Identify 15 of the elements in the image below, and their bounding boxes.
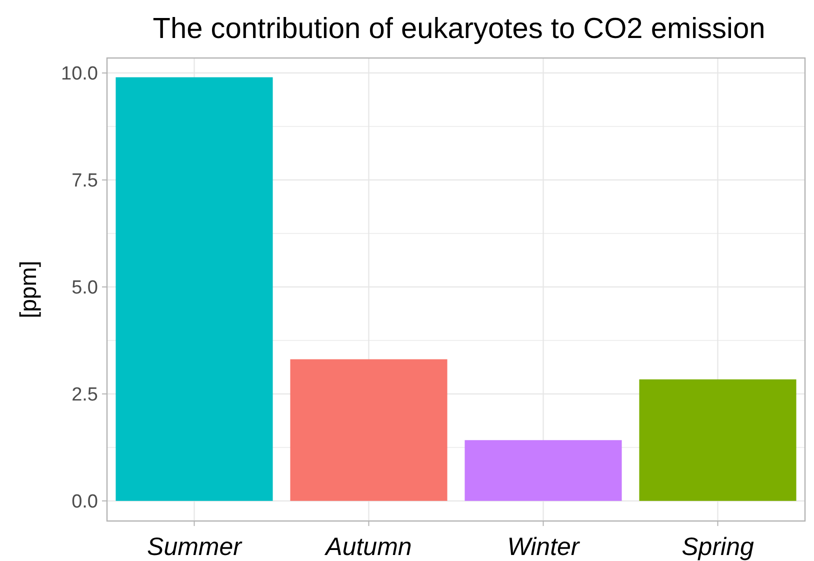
chart-title: The contribution of eukaryotes to CO2 emission bbox=[152, 13, 766, 45]
bar bbox=[290, 359, 448, 501]
y-axis-title: [ppm] bbox=[15, 260, 41, 318]
y-tick-label: 7.5 bbox=[72, 170, 98, 192]
x-tick-label: Winter bbox=[507, 533, 581, 561]
bar bbox=[116, 77, 273, 501]
y-tick-label: 10.0 bbox=[61, 64, 98, 85]
x-tick-label: Autumn bbox=[324, 533, 412, 561]
y-tick-label: 0.0 bbox=[72, 492, 98, 513]
x-tick-label: Summer bbox=[147, 533, 244, 561]
bar bbox=[639, 379, 796, 501]
y-tick-label: 5.0 bbox=[72, 278, 98, 299]
bar bbox=[464, 440, 622, 501]
x-tick-label: Spring bbox=[682, 533, 754, 561]
y-tick-label: 2.5 bbox=[72, 384, 98, 406]
